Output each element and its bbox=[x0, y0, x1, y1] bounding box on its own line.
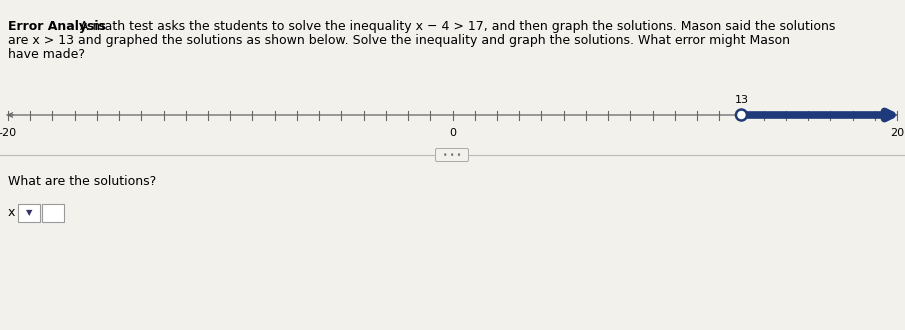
Text: Error Analysis: Error Analysis bbox=[8, 20, 106, 33]
Text: • • •: • • • bbox=[443, 150, 462, 159]
Circle shape bbox=[736, 110, 747, 120]
Text: 20: 20 bbox=[890, 128, 904, 138]
FancyBboxPatch shape bbox=[435, 148, 469, 161]
Text: 0: 0 bbox=[449, 128, 456, 138]
Text: have made?: have made? bbox=[8, 48, 85, 61]
Text: x: x bbox=[8, 206, 15, 218]
Text: -20: -20 bbox=[0, 128, 17, 138]
Text: ▼: ▼ bbox=[25, 209, 33, 217]
FancyBboxPatch shape bbox=[42, 204, 64, 222]
Text: What are the solutions?: What are the solutions? bbox=[8, 175, 157, 188]
Text: A math test asks the students to solve the inequality x − 4 > 17, and then graph: A math test asks the students to solve t… bbox=[76, 20, 835, 33]
FancyBboxPatch shape bbox=[18, 204, 40, 222]
Text: are x > 13 and graphed the solutions as shown below. Solve the inequality and gr: are x > 13 and graphed the solutions as … bbox=[8, 34, 790, 47]
Text: 13: 13 bbox=[735, 95, 748, 105]
